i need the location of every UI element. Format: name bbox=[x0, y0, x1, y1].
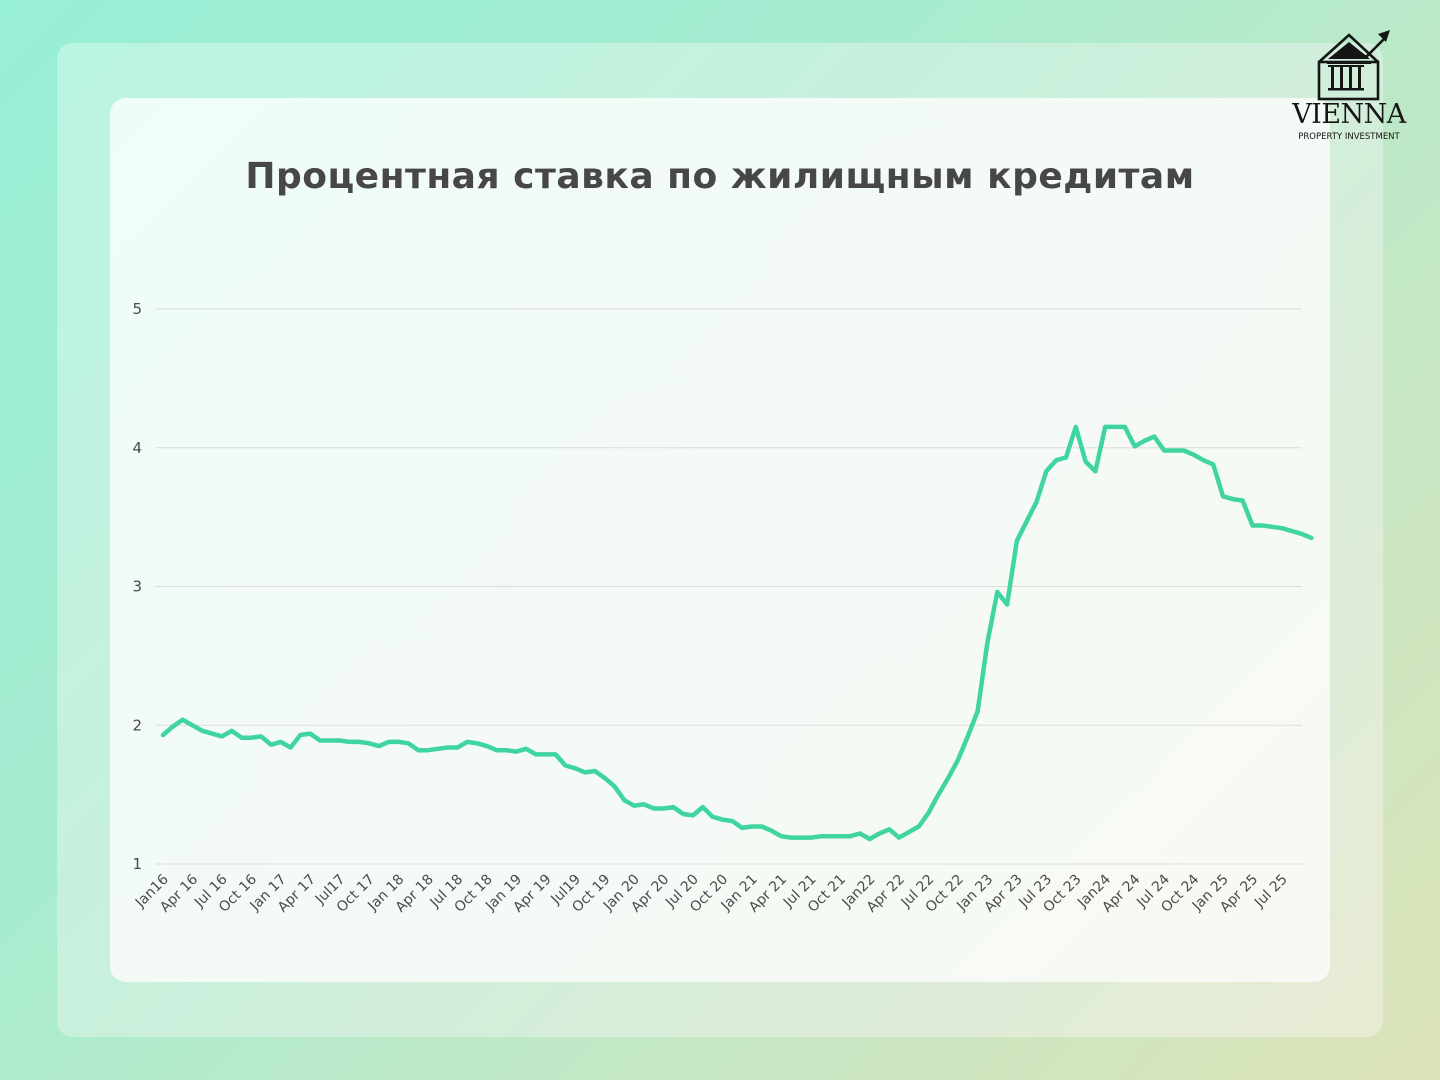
logo-subtitle: PROPERTY INVESTMENT bbox=[1298, 132, 1400, 142]
chart-title: Процентная ставка по жилищным кредитам bbox=[245, 156, 1195, 197]
data-line bbox=[160, 424, 1314, 842]
y-axis-ticks: 1 2 3 4 5 bbox=[132, 300, 142, 873]
y-tick-label: 4 bbox=[132, 439, 142, 457]
logo-icon bbox=[1317, 30, 1390, 101]
logo-name: VIENNA bbox=[1292, 99, 1406, 130]
gridlines bbox=[155, 308, 1302, 865]
y-tick-label: 3 bbox=[132, 578, 142, 596]
y-tick-label: 5 bbox=[132, 300, 142, 318]
x-tick-label: Jul 25 bbox=[1251, 872, 1291, 912]
y-tick-label: 1 bbox=[132, 855, 142, 873]
y-tick-label: 2 bbox=[132, 716, 142, 734]
chart-card bbox=[110, 98, 1330, 982]
